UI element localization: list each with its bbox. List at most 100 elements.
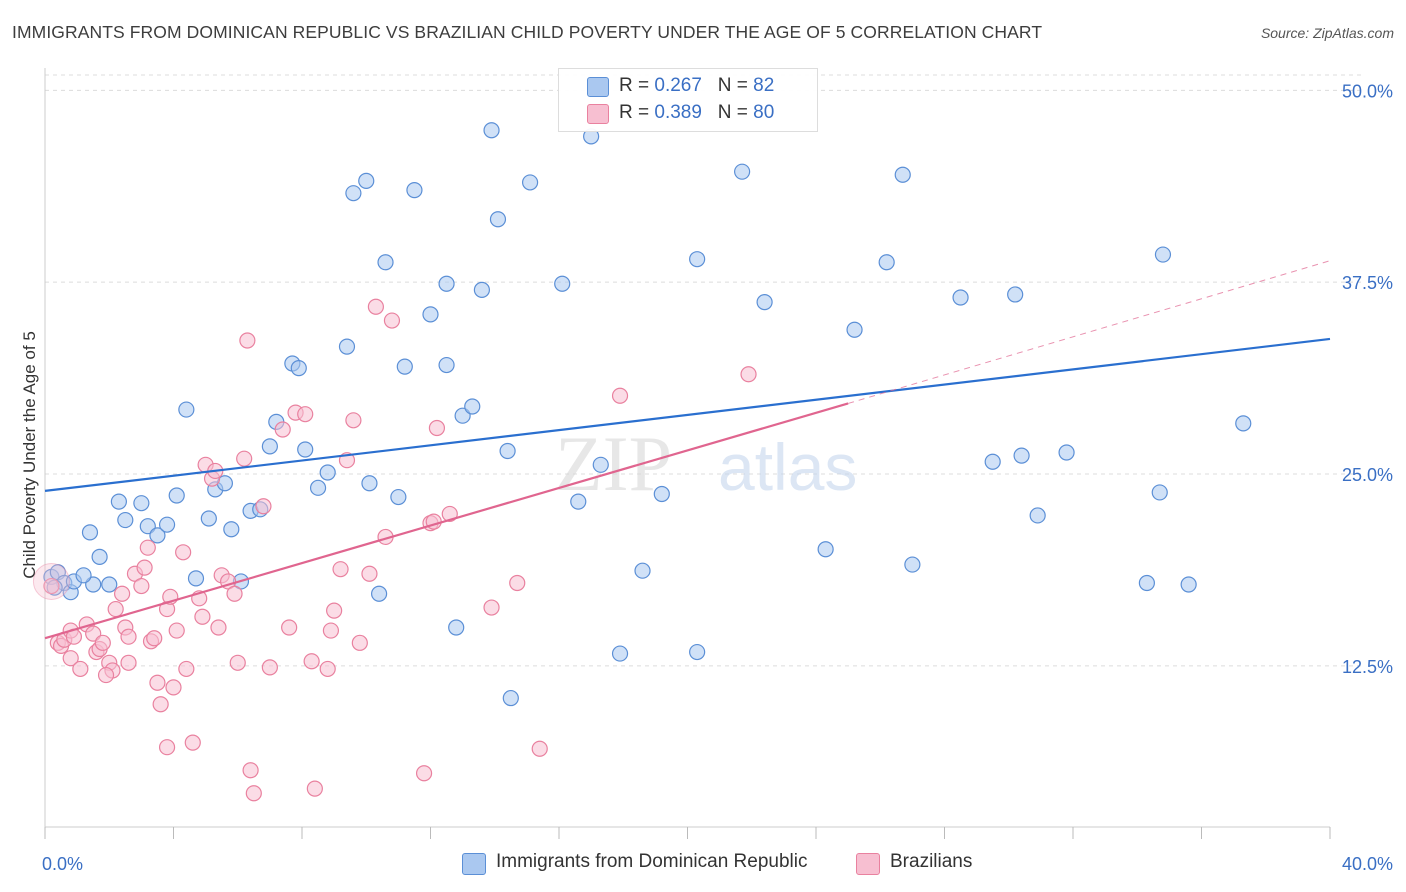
point-dominican [1154,246,1172,263]
point-dominican [464,398,481,415]
point-dominican [570,493,587,510]
n-label: N = [717,75,754,96]
r-value: 0.267 [654,75,702,96]
point-brazilian [345,412,362,429]
point-dominican [200,510,217,527]
point-brazilian [97,666,115,684]
n-label: N = [717,102,754,123]
point-dominican [1013,447,1030,464]
point-brazilian [531,740,548,757]
legend-label: Immigrants from Dominican Republic [496,851,808,872]
point-dominican [91,548,108,565]
legend-swatch-pink [587,104,609,124]
r-label: R = [619,75,655,96]
point-brazilian [94,634,111,651]
point-dominican [338,338,356,355]
point-dominican [358,172,375,189]
point-dominican [878,254,895,271]
correlation-legend: R = 0.267 N = 82 R = 0.389 N = 80 [558,68,818,132]
point-dominican [345,185,362,202]
point-brazilian [184,734,201,751]
point-dominican [133,495,150,512]
chart-title: IMMIGRANTS FROM DOMINICAN REPUBLIC VS BR… [12,22,1043,42]
point-dominican [377,254,394,271]
point-dominican [1029,507,1046,524]
point-dominican [502,689,519,707]
point-dominican [187,570,205,587]
point-brazilian [611,387,629,404]
legend-label: Brazilians [890,851,973,872]
point-brazilian [322,622,340,639]
point-brazilian [107,600,124,618]
point-dominican [734,163,751,180]
point-brazilian [245,785,262,802]
point-brazilian [415,765,433,782]
point-dominican [438,275,455,292]
point-brazilian [332,561,349,578]
point-brazilian [120,654,137,671]
point-dominican [75,567,92,584]
point-dominican [438,356,455,374]
point-dominican [489,211,507,228]
source-label: Source: ZipAtlas.com [1260,25,1394,41]
point-brazilian [367,298,384,315]
n-value: 82 [753,75,775,96]
point-dominican [1180,576,1197,593]
point-brazilian [152,696,169,713]
point-brazilian [483,599,500,616]
point-brazilian [319,660,336,678]
point-dominican [634,562,651,579]
point-brazilian [428,419,446,437]
point-dominican [158,516,176,533]
point-dominican [817,541,834,558]
point-dominican [117,511,134,529]
point-dominican [689,643,706,661]
point-dominican [396,358,413,375]
x-tick-label: 40.0% [1342,854,1393,874]
point-dominican [846,321,863,338]
trendline-brazilian [44,402,849,640]
point-dominican [611,645,629,662]
point-brazilian [297,406,314,423]
point-brazilian [239,332,256,349]
point-dominican [1151,484,1168,501]
point-dominican [149,527,166,544]
point-brazilian [326,602,343,619]
point-dominican [81,524,99,541]
point-dominican [653,485,670,503]
point-brazilian [236,450,253,467]
point-brazilian [158,739,176,756]
point-dominican [592,456,609,473]
point-dominican [1007,286,1024,303]
point-dominican [168,487,185,504]
point-dominican [371,585,388,602]
point-dominican [297,441,314,458]
point-brazilian [133,577,150,595]
point-dominican [406,182,423,199]
point-dominican [422,306,439,323]
point-brazilian [274,421,291,438]
point-dominican [261,438,278,455]
point-dominican [952,289,969,306]
point-dominican [361,475,378,492]
y-tick-label: 25.0% [1342,465,1393,485]
point-brazilian [226,585,243,602]
point-brazilian [113,585,131,602]
point-brazilian [165,679,182,696]
point-brazilian [146,630,163,647]
point-dominican [483,122,500,139]
legend-swatch-blue [587,77,609,97]
point-dominican [756,294,773,311]
point-brazilian [383,312,401,329]
point-cluster-origin [32,562,70,600]
point-dominican [554,275,571,292]
point-dominican [1235,415,1252,432]
point-brazilian [194,608,211,625]
legend-swatch-pink [856,853,880,875]
point-brazilian [740,366,757,383]
point-brazilian [72,660,89,678]
point-brazilian [255,498,272,515]
y-tick-label: 12.5% [1342,657,1393,677]
point-brazilian [178,660,195,678]
